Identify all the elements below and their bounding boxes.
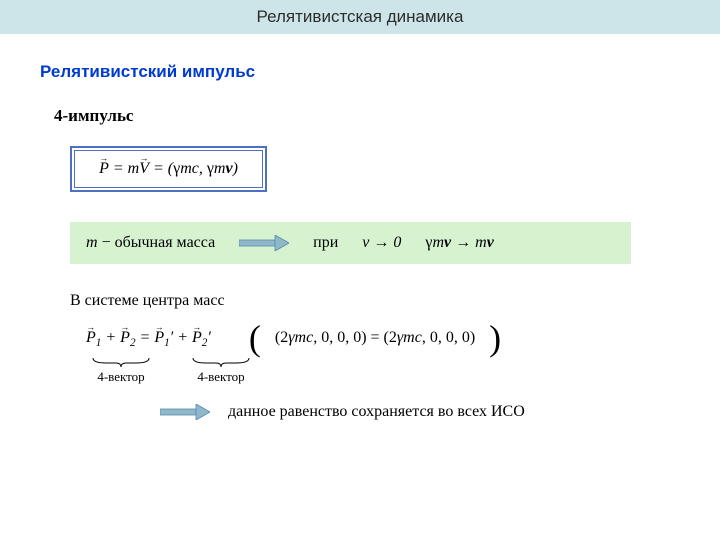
page-header: Релятивистская динамика	[0, 0, 720, 34]
equation-row: P1 + P2 = P1′ + P2′ ( (2γmc, 0, 0, 0) = …	[86, 320, 680, 356]
right-bracket-icon: )	[489, 320, 501, 356]
arrow-right-icon	[160, 404, 210, 420]
subtitle: Релятивистский импульс	[40, 62, 680, 82]
mass-text: m − обычная масса	[86, 234, 215, 252]
limit-expr: v → 0	[362, 234, 401, 252]
green-band: m − обычная масса при v → 0 γmv → mv	[70, 222, 631, 264]
content-area: Релятивистский импульс 4-импульс P = mV …	[0, 62, 720, 421]
left-bracket-icon: (	[249, 320, 261, 356]
rhs-expression: (2γmc, 0, 0, 0) = (2γmc, 0, 0, 0)	[275, 329, 475, 347]
under-brace-labels: 4-вектор 4-вектор	[86, 358, 680, 385]
final-statement: данное равенство сохраняется во всех ИСО	[228, 403, 525, 421]
brace-label-2: 4-вектор	[186, 358, 256, 385]
under-brace-icon	[91, 358, 151, 368]
brace-label-1: 4-вектор	[86, 358, 156, 385]
under-brace-icon	[191, 358, 251, 368]
result-expr: γmv → mv	[425, 234, 493, 252]
formula-box: P = mV = (γmc, γmv)	[70, 146, 267, 192]
page-title: Релятивистская динамика	[257, 7, 464, 27]
heading-4impulse: 4-импульс	[54, 106, 680, 126]
final-row: данное равенство сохраняется во всех ИСО	[160, 403, 680, 421]
formula-4momentum: P = mV = (γmc, γmv)	[99, 160, 238, 178]
pri-label: при	[313, 234, 338, 252]
arrow-right-icon	[239, 235, 289, 251]
lhs-expression: P1 + P2 = P1′ + P2′	[86, 329, 211, 347]
center-of-mass-heading: В системе центра масс	[70, 292, 680, 310]
